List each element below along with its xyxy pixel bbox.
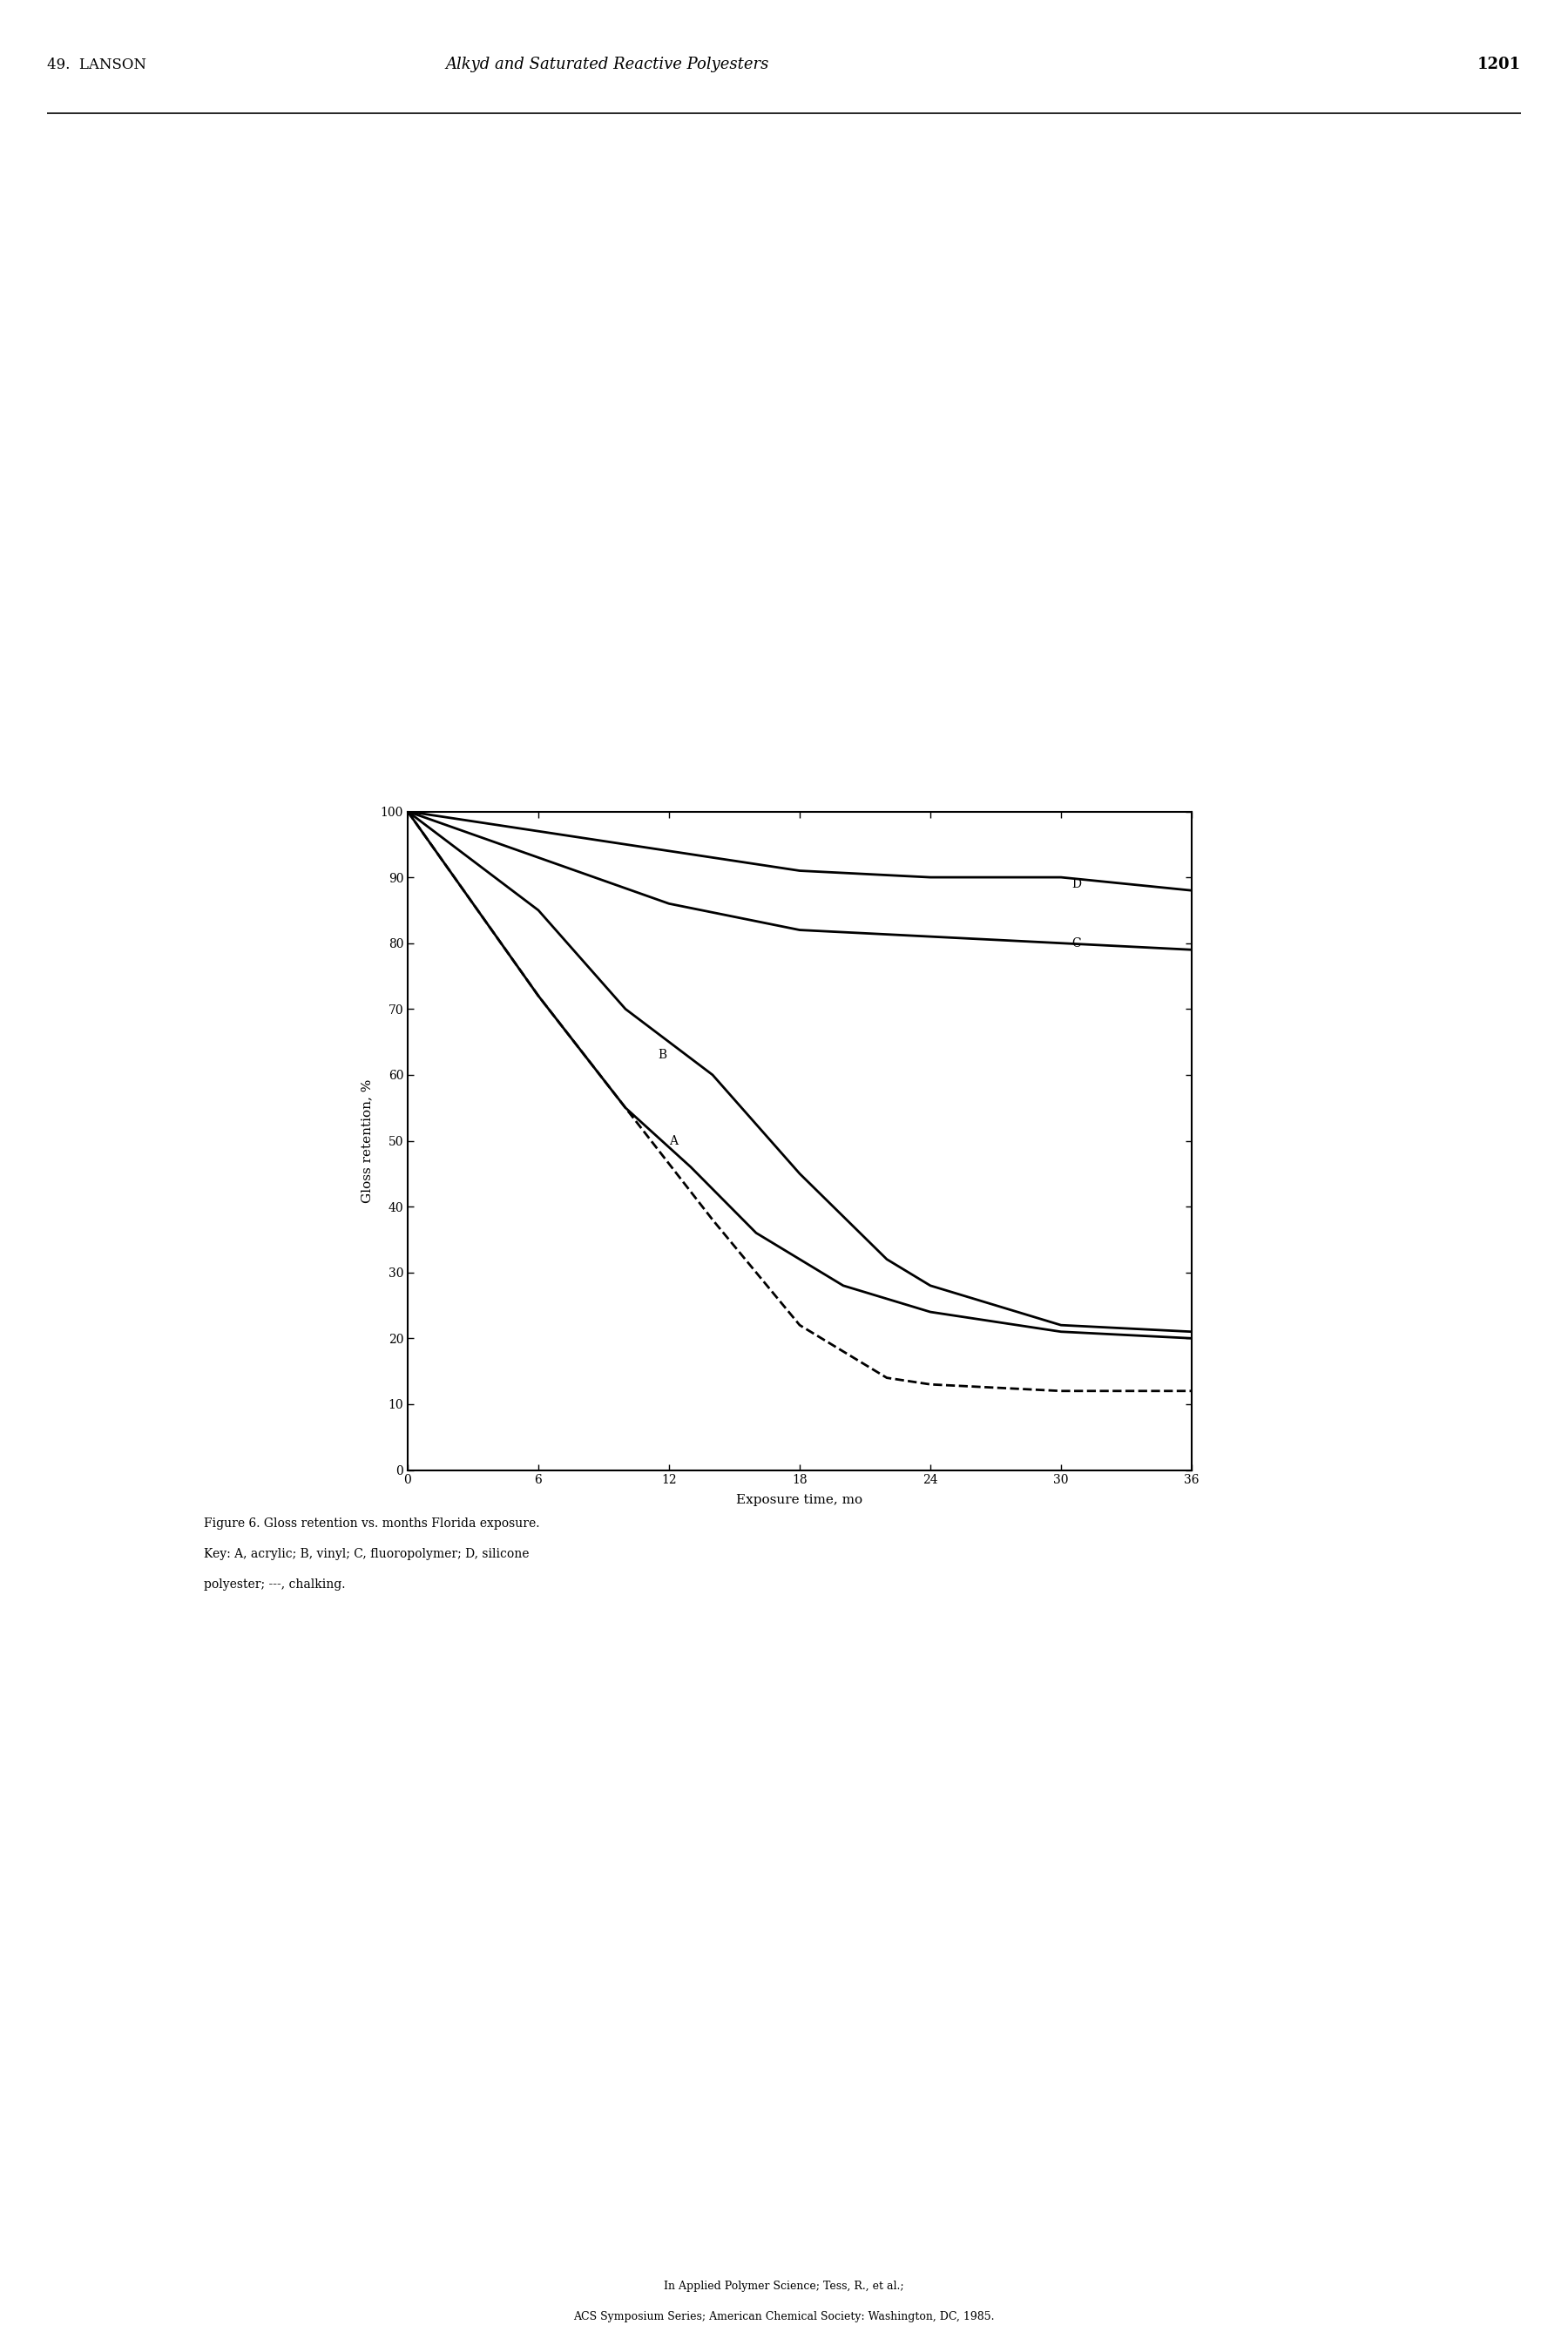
Text: D: D	[1073, 877, 1082, 889]
Text: C: C	[1073, 936, 1082, 950]
Text: Alkyd and Saturated Reactive Polyesters: Alkyd and Saturated Reactive Polyesters	[445, 56, 768, 73]
Text: polyester; ---, chalking.: polyester; ---, chalking.	[204, 1578, 345, 1590]
Text: 1201: 1201	[1477, 56, 1521, 73]
X-axis label: Exposure time, mo: Exposure time, mo	[737, 1494, 862, 1505]
Text: Figure 6. Gloss retention vs. months Florida exposure.: Figure 6. Gloss retention vs. months Flo…	[204, 1517, 539, 1529]
Text: A: A	[670, 1134, 677, 1148]
Y-axis label: Gloss retention, %: Gloss retention, %	[361, 1080, 373, 1202]
Text: 49.  LANSON: 49. LANSON	[47, 56, 146, 73]
Text: In Applied Polymer Science; Tess, R., et al.;: In Applied Polymer Science; Tess, R., et…	[663, 2281, 905, 2291]
Text: ACS Symposium Series; American Chemical Society: Washington, DC, 1985.: ACS Symposium Series; American Chemical …	[574, 2312, 994, 2321]
Text: Key: A, acrylic; B, vinyl; C, fluoropolymer; D, silicone: Key: A, acrylic; B, vinyl; C, fluoropoly…	[204, 1548, 530, 1559]
Text: B: B	[659, 1049, 666, 1061]
